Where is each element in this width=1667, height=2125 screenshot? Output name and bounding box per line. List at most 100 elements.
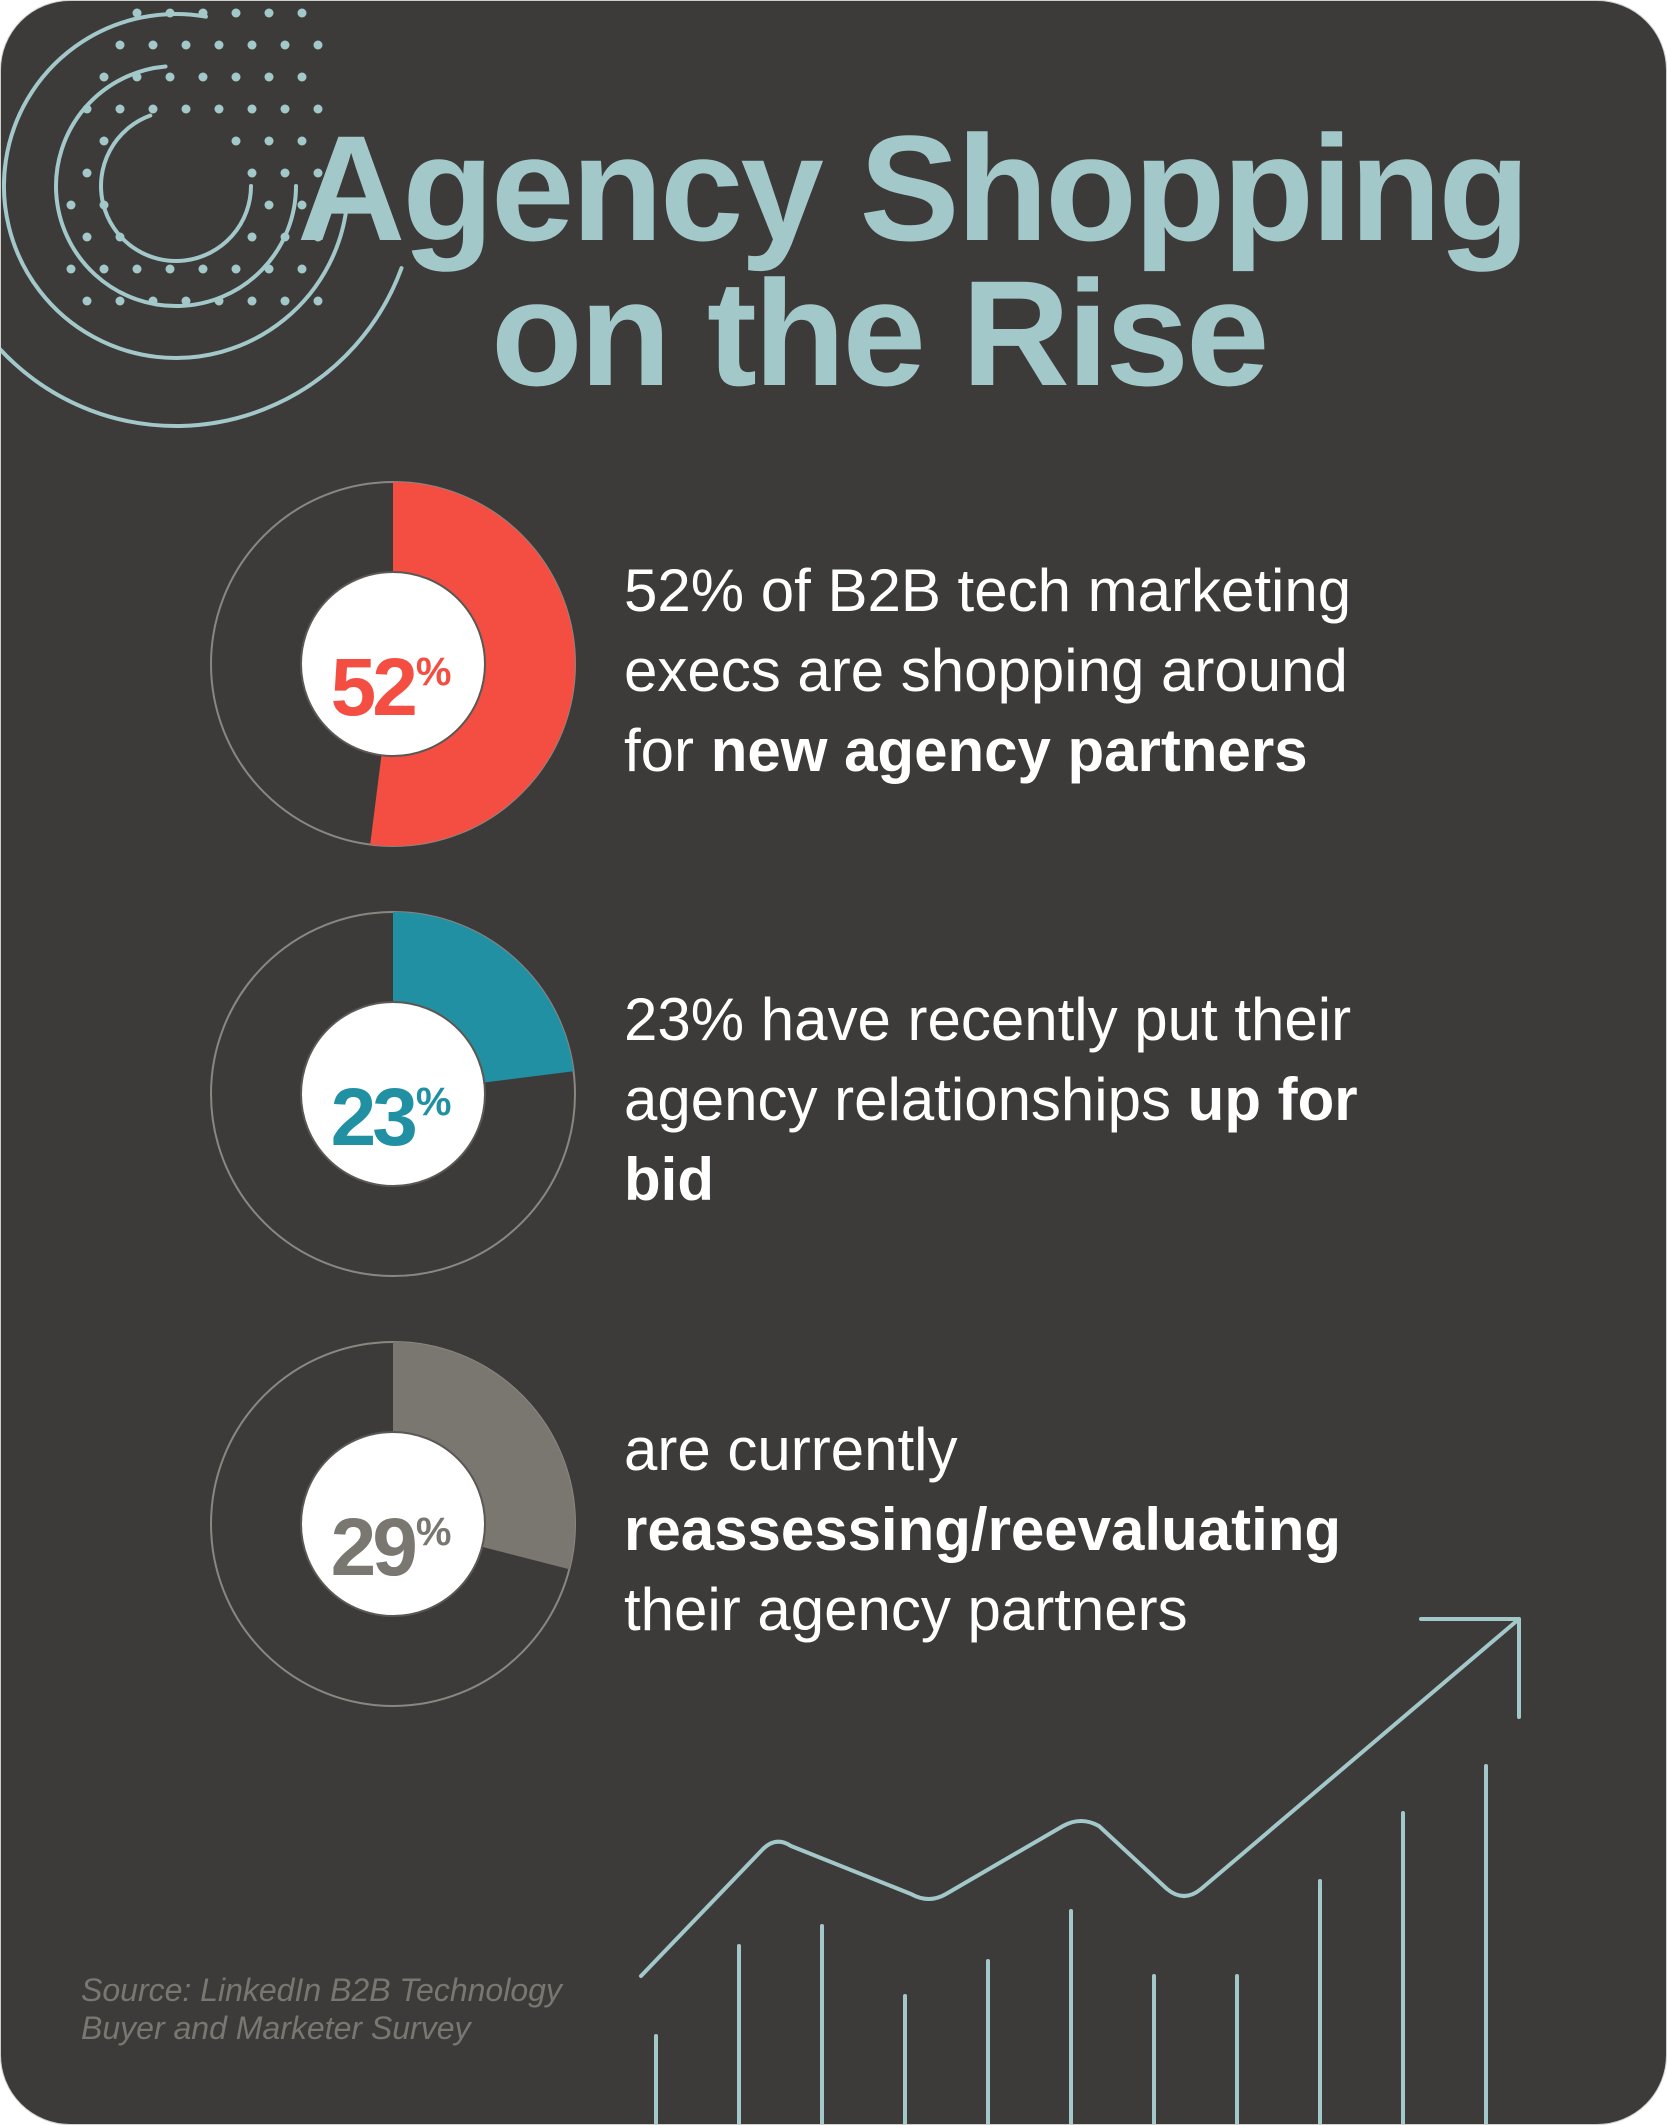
title-line-2: on the Rise <box>491 249 1269 417</box>
decorative-dot <box>148 296 158 306</box>
stat-unit-1: % <box>415 650 452 694</box>
decorative-dot <box>264 200 274 210</box>
decorative-dot <box>214 104 224 114</box>
stat-description-1-text: 52% of B2B tech marketing execs are shop… <box>624 557 1352 784</box>
trend-line-decoration <box>639 1617 1521 1978</box>
decorative-dot <box>231 136 241 146</box>
decorative-dot <box>247 232 257 242</box>
decorative-dot <box>280 296 290 306</box>
stat-percent-1: 52% <box>291 627 491 733</box>
decorative-dot <box>115 40 125 50</box>
decorative-dot <box>247 168 257 178</box>
stat-percent-3: 29% <box>291 1487 491 1593</box>
concentric-arcs-decoration <box>1 1 404 429</box>
decorative-dot <box>280 168 290 178</box>
decorative-dot <box>231 264 241 274</box>
title-line-1: Agency Shopping <box>297 104 1530 272</box>
decorative-dot <box>280 232 290 242</box>
stat-description-2: 23% have recently put their agency relat… <box>624 980 1384 1220</box>
decorative-dot <box>264 8 274 18</box>
decorative-dot <box>313 232 323 242</box>
decorative-dot <box>231 72 241 82</box>
decorative-dot <box>132 264 142 274</box>
decorative-dot <box>214 40 224 50</box>
stat-description-2-emphasis: up for bid <box>624 1066 1358 1213</box>
decorative-arc <box>1 1 404 429</box>
stat-percent-2: 23% <box>291 1057 491 1163</box>
decorative-dot <box>247 296 257 306</box>
decorative-dot <box>264 72 274 82</box>
decorative-dot <box>297 264 307 274</box>
decorative-dot <box>148 104 158 114</box>
decorative-dot <box>165 72 175 82</box>
decorative-arc <box>2 11 350 360</box>
decorative-dot <box>231 8 241 18</box>
donut-chart-3 <box>210 1341 576 1707</box>
decorative-dot <box>165 8 175 18</box>
decorative-dot <box>181 40 191 50</box>
decorative-dot <box>313 40 323 50</box>
stat-description-2-text: 23% have recently put their agency relat… <box>624 986 1352 1133</box>
decorative-dot <box>198 72 208 82</box>
trend-bars-decoration <box>654 1764 1488 2124</box>
decorative-dot <box>165 264 175 274</box>
decorative-arc <box>99 113 253 263</box>
decorative-dot <box>313 168 323 178</box>
dot-pattern-decoration <box>66 8 323 306</box>
decorative-dot <box>82 168 92 178</box>
decorative-dot <box>66 200 76 210</box>
decorative-dot <box>82 232 92 242</box>
decorative-dot <box>82 296 92 306</box>
stat-unit-2: % <box>415 1080 452 1124</box>
decorative-dot <box>313 296 323 306</box>
stat-value-2: 23 <box>330 1072 418 1163</box>
source-note: Source: LinkedIn B2B Technology Buyer an… <box>81 1972 562 2046</box>
decorative-dot <box>247 40 257 50</box>
decorative-dot <box>99 72 109 82</box>
stat-value-3: 29 <box>330 1502 418 1593</box>
donut-center-2 <box>300 1001 486 1187</box>
decorative-dot <box>132 8 142 18</box>
decorative-dot <box>181 296 191 306</box>
decorative-dot <box>148 40 158 50</box>
decorative-dot <box>181 104 191 114</box>
decorative-dot <box>247 104 257 114</box>
decorative-dot <box>280 104 290 114</box>
decorative-dot <box>280 40 290 50</box>
stat-description-3: are currently reassessing/reevaluating t… <box>624 1410 1344 1650</box>
decorative-dot <box>115 296 125 306</box>
donut-chart-1 <box>210 481 576 847</box>
decorative-dot <box>264 264 274 274</box>
donut-center-3 <box>300 1431 486 1617</box>
decorative-arc <box>54 64 298 309</box>
decorative-dot <box>297 136 307 146</box>
decorative-dot <box>82 104 92 114</box>
decorative-dot <box>264 136 274 146</box>
decorative-dot <box>214 296 224 306</box>
decorative-dot <box>115 104 125 114</box>
decorative-dot <box>132 72 142 82</box>
decorative-dot <box>198 264 208 274</box>
donut-chart-2 <box>210 911 576 1277</box>
stat-description-1: 52% of B2B tech marketing execs are shop… <box>624 551 1424 791</box>
stat-value-1: 52 <box>330 642 418 733</box>
decorative-dot <box>198 8 208 18</box>
stat-unit-3: % <box>415 1510 452 1554</box>
decorative-dot <box>297 8 307 18</box>
decorative-dot <box>115 232 125 242</box>
decorative-dot <box>99 136 109 146</box>
decorative-dot <box>99 200 109 210</box>
decorative-dot <box>313 104 323 114</box>
trend-arrow-icon <box>1419 1617 1521 1719</box>
stat-description-1-emphasis: new agency partners <box>710 717 1308 784</box>
decorative-dot <box>66 264 76 274</box>
stat-description-3-emphasis: reassessing/reevaluating <box>624 1496 1342 1563</box>
decorative-dot <box>99 264 109 274</box>
decorative-dot <box>297 72 307 82</box>
donut-center-1 <box>300 571 486 757</box>
decorative-dot <box>297 200 307 210</box>
